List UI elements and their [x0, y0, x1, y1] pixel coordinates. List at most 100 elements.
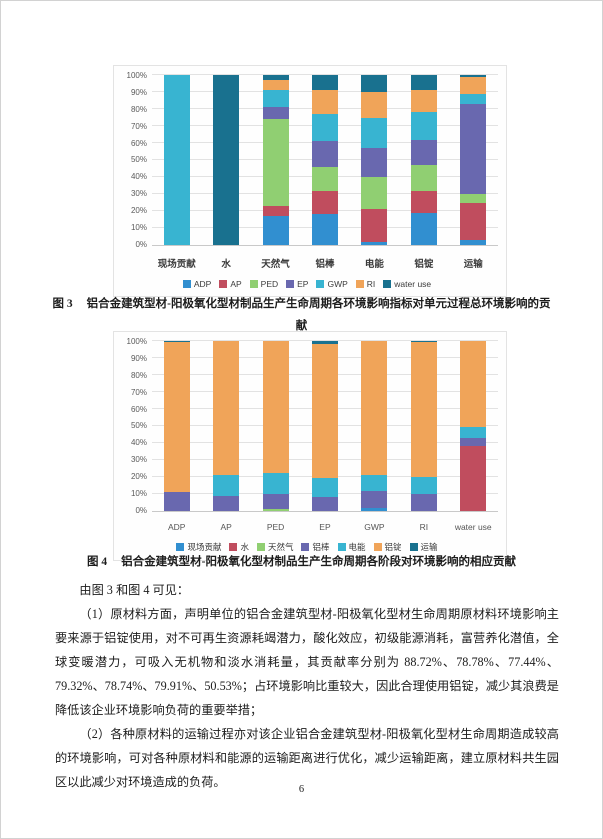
bar-segment — [410, 112, 437, 140]
legend-item: 运输 — [409, 541, 438, 553]
bar-segment — [410, 341, 437, 478]
x-tick-label: 天然气 — [261, 259, 290, 270]
bar-segment — [361, 241, 388, 245]
bar-segment — [410, 477, 437, 495]
legend-swatch-icon — [286, 280, 295, 288]
legend-label: RI — [366, 279, 376, 289]
x-tick-label: 水 — [221, 259, 231, 270]
legend-item: EP — [286, 279, 308, 289]
y-tick-label: 100% — [126, 71, 147, 80]
y-tick-label: 60% — [130, 138, 147, 148]
bar-segment — [460, 239, 487, 245]
figure3-caption-text: 铝合金建筑型材-阳极氧化型材制品生产生命周期各环境影响指标对单元过程总环境影响的… — [86, 298, 551, 332]
bar-segment — [262, 473, 289, 495]
bar-segment — [262, 90, 289, 108]
legend-item: GWP — [316, 279, 348, 289]
x-tick-label: 铝棒 — [315, 259, 335, 270]
legend-swatch-icon — [176, 543, 185, 551]
stacked-bar — [213, 75, 240, 245]
body-paragraph-2: （2）各种原材料的运输过程亦对该企业铝合金建筑型材-阳极氧化型材生命周期造成较高… — [55, 727, 559, 789]
legend-label: 现场贡献 — [187, 542, 222, 552]
bar-cell — [251, 75, 300, 245]
bar-cell — [350, 341, 399, 511]
body-text: 由图 3 和图 4 可见： （1）原材料方面，声明单位的铝合金建筑型材-阳极氧化… — [55, 578, 559, 794]
bar-segment — [311, 75, 338, 91]
legend-swatch-icon — [337, 543, 346, 551]
legend-item: ADP — [182, 279, 211, 289]
bar-segment — [410, 165, 437, 191]
legend-label: 铝锭 — [384, 542, 402, 552]
bar-segment — [262, 119, 289, 206]
figure4-caption-label: 图 4 — [87, 556, 108, 568]
y-axis: 100% 90% 80% 70% 60% 50% 40% 30% 20% 10% 0% — [116, 71, 152, 249]
legend-label: water use — [394, 279, 432, 289]
legend-item: 天然气 — [256, 541, 293, 553]
x-tick-label: water use — [454, 522, 492, 532]
figure4-stacked-bar-chart: 100% 90% 80% 70% 60% 50% 40% 30% 20% 10% 0% ADP AP P… — [113, 331, 507, 561]
y-tick-label: 70% — [130, 387, 147, 397]
bar-cell — [449, 75, 498, 245]
stacked-bar — [311, 341, 338, 511]
x-tick-label: 运输 — [463, 259, 483, 270]
stacked-bar — [262, 341, 289, 511]
plot-area — [152, 340, 498, 512]
figure3-stacked-bar-chart: 100% 90% 80% 70% 60% 50% 40% 30% 20% 10% 0% 现场贡献 水 天… — [113, 65, 507, 297]
legend-swatch-icon — [182, 280, 191, 288]
gridline — [152, 340, 498, 341]
y-tick-label: 50% — [130, 421, 147, 431]
bar-segment — [311, 90, 338, 115]
bar-segment — [262, 75, 289, 81]
bar-cell — [350, 75, 399, 245]
bar-segment — [460, 194, 487, 203]
bar-cell — [399, 75, 448, 245]
bar-segment — [163, 75, 190, 245]
legend-swatch-icon — [249, 280, 258, 288]
y-tick-label: 30% — [130, 455, 147, 465]
y-tick-label: 40% — [130, 172, 147, 182]
bar-segment — [410, 190, 437, 213]
legend-label: 电能 — [348, 542, 366, 552]
legend-swatch-icon — [229, 543, 238, 551]
plot-area — [152, 74, 498, 246]
figure4-caption-text: 铝合金建筑型材-阳极氧化型材制品生产生命周期各阶段对环境影响的相应贡献 — [121, 556, 516, 568]
bar-cell — [300, 341, 349, 511]
bar-segment — [262, 509, 289, 511]
chart-legend: 现场贡献 水 天然气 铝棒 电能 铝锭 运输 — [116, 541, 498, 553]
bar-segment — [361, 507, 388, 511]
stacked-bar — [361, 75, 388, 245]
bar-segment — [311, 341, 338, 344]
x-tick-label: PED — [266, 522, 285, 532]
stacked-bar — [361, 341, 388, 511]
bar-segment — [361, 475, 388, 492]
stacked-bar — [460, 75, 487, 245]
legend-swatch-icon — [409, 543, 418, 551]
x-axis-labels: 现场贡献 水 天然气 铝棒 电能 铝锭 运输 — [152, 253, 498, 270]
page-number: 6 — [298, 784, 305, 795]
legend-label: EP — [297, 279, 309, 289]
x-tick-label: 现场贡献 — [157, 259, 196, 270]
legend-item: RI — [355, 279, 376, 289]
stacked-bar — [410, 341, 437, 511]
y-tick-label: 50% — [130, 155, 147, 165]
y-tick-label: 30% — [130, 189, 147, 199]
bar-segment — [410, 75, 437, 91]
legend-label: GWP — [327, 279, 348, 289]
bar-segment — [361, 75, 388, 93]
legend-item: 现场贡献 — [176, 541, 221, 553]
stacked-bar — [460, 341, 487, 511]
body-intro: 由图 3 和图 4 可见： — [79, 583, 190, 597]
y-tick-label: 80% — [130, 104, 147, 114]
bar-segment — [262, 80, 289, 91]
legend-swatch-icon — [373, 543, 382, 551]
x-tick-label: GWP — [364, 522, 385, 532]
y-tick-label: 100% — [126, 337, 147, 346]
bar-segment — [460, 76, 487, 94]
bar-segment — [163, 341, 190, 493]
bar-segment — [410, 139, 437, 166]
legend-item: water use — [383, 279, 431, 289]
chart-frame: 100% 90% 80% 70% 60% 50% 40% 30% 20% 10% 0% ADP AP P… — [113, 331, 507, 561]
bar-segment — [410, 212, 437, 245]
bars-layer — [152, 75, 498, 245]
legend-item: 水 — [229, 541, 249, 553]
x-tick-label: 电能 — [364, 259, 384, 270]
